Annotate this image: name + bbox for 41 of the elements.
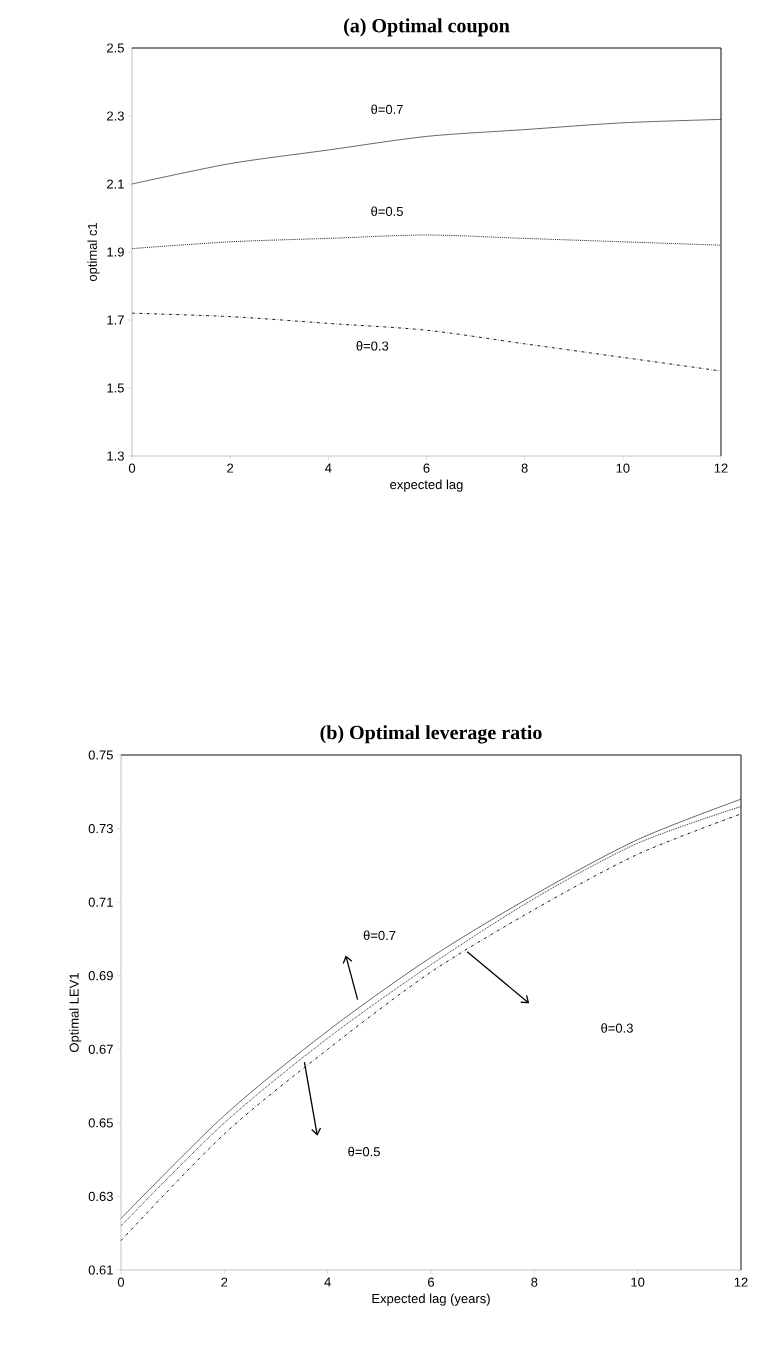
x-tick-label: 10 xyxy=(631,1277,645,1287)
x-axis-title: Expected lag (years) xyxy=(372,1293,490,1306)
x-tick-label: 0 xyxy=(117,1277,125,1287)
x-axis-title: expected lag xyxy=(390,479,463,492)
annotation: θ=0.3 xyxy=(601,1023,633,1033)
chart-title: (a) Optimal coupon xyxy=(344,18,510,37)
annotation: θ=0.3 xyxy=(356,341,389,351)
y-tick-label: 0.67 xyxy=(88,1044,113,1054)
annotation: θ=0.5 xyxy=(348,1146,380,1157)
y-tick-label: 2.5 xyxy=(107,43,124,53)
y-tick-label: 0.69 xyxy=(88,971,113,981)
x-tick-label: 6 xyxy=(423,463,430,473)
y-tick-label: 1.5 xyxy=(107,383,124,393)
y-tick-label: 1.3 xyxy=(107,451,124,461)
x-tick-label: 2 xyxy=(227,463,234,473)
y-tick-label: 0.61 xyxy=(88,1265,113,1275)
y-tick-label: 0.73 xyxy=(88,823,113,834)
annotation: θ=0.7 xyxy=(363,930,396,941)
y-axis-title: Optimal LEV1 xyxy=(69,973,82,1052)
y-axis-title: optimal c1 xyxy=(87,223,100,282)
y-tick-label: 2.1 xyxy=(107,179,124,189)
y-tick-label: 0.63 xyxy=(88,1191,113,1202)
y-tick-label: 1.9 xyxy=(107,247,124,257)
x-tick-label: 6 xyxy=(428,1277,435,1287)
x-tick-label: 12 xyxy=(734,1277,748,1287)
y-tick-label: 0.65 xyxy=(88,1118,113,1128)
annotation: θ=0.5 xyxy=(371,206,403,216)
chart-title: (b) Optimal leverage ratio xyxy=(320,725,542,744)
y-tick-label: 0.71 xyxy=(88,897,113,907)
y-tick-label: 2.3 xyxy=(107,111,124,121)
y-tick-label: 1.7 xyxy=(107,315,124,325)
x-tick-label: 8 xyxy=(531,1277,538,1287)
x-tick-label: 4 xyxy=(325,463,332,473)
x-tick-label: 12 xyxy=(714,463,728,473)
x-tick-label: 0 xyxy=(128,463,136,473)
y-tick-label: 0.75 xyxy=(88,750,113,760)
x-tick-label: 10 xyxy=(616,463,630,473)
x-tick-label: 4 xyxy=(324,1277,331,1287)
x-tick-label: 2 xyxy=(221,1277,228,1287)
annotation: θ=0.7 xyxy=(371,104,403,114)
x-tick-label: 8 xyxy=(521,463,528,473)
